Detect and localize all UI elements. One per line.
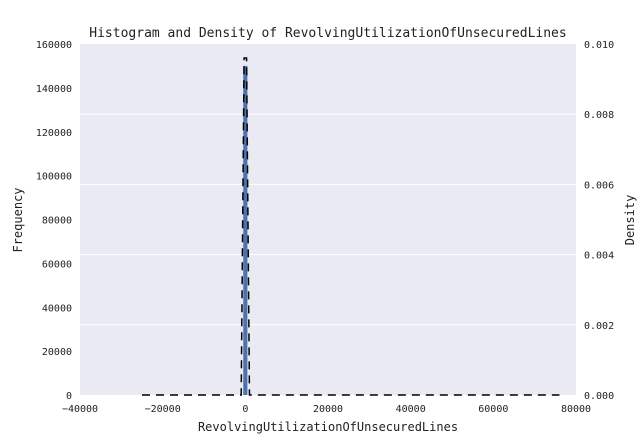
y2-axis-ticks: 0.000 0.002 0.004 0.006 0.008 0.010	[584, 40, 614, 402]
y-tick-label-3: 60000	[42, 259, 72, 270]
y-tick-label-7: 140000	[36, 84, 72, 95]
y-tick-label-5: 100000	[36, 172, 72, 183]
density-line	[142, 57, 560, 396]
x-axis-ticks: −40000 −20000 0 20000 40000 60000 80000	[62, 404, 591, 415]
y2-tick-label-1: 0.002	[584, 321, 614, 332]
plot-area	[80, 44, 576, 395]
y-tick-label-2: 40000	[42, 303, 72, 314]
y-axis-label: Frequency	[11, 187, 25, 252]
x-tick-label-2: 0	[242, 404, 248, 415]
x-tick-label-1: −20000	[145, 404, 181, 415]
histogram-bars	[243, 65, 248, 395]
x-tick-label-3: 20000	[313, 404, 343, 415]
x-tick-label-5: 60000	[478, 404, 508, 415]
y2-tick-label-4: 0.008	[584, 110, 614, 121]
y-tick-label-0: 0	[66, 391, 72, 402]
y-tick-label-6: 120000	[36, 128, 72, 139]
x-tick-label-0: −40000	[62, 404, 98, 415]
y2-tick-label-2: 0.004	[584, 251, 614, 262]
y-tick-label-4: 80000	[42, 216, 72, 227]
y2-axis-label: Density	[623, 195, 637, 246]
y2-tick-label-5: 0.010	[584, 40, 614, 51]
y-axis-ticks: 0 20000 40000 60000 80000 100000 120000 140000 1…	[36, 40, 72, 402]
grid-lines	[80, 113, 576, 326]
y-tick-label-8: 160000	[36, 40, 72, 51]
y-tick-label-1: 20000	[42, 347, 72, 358]
y2-tick-label-3: 0.006	[584, 180, 614, 191]
x-tick-label-4: 40000	[396, 404, 426, 415]
density-curve	[142, 57, 560, 396]
y2-tick-label-0: 0.000	[584, 391, 614, 402]
x-tick-label-6: 80000	[561, 404, 591, 415]
chart-title: Histogram and Density of RevolvingUtiliz…	[89, 26, 566, 41]
histogram-bar-0	[243, 65, 248, 395]
x-axis-label: RevolvingUtilizationOfUnsecuredLines	[198, 420, 458, 434]
